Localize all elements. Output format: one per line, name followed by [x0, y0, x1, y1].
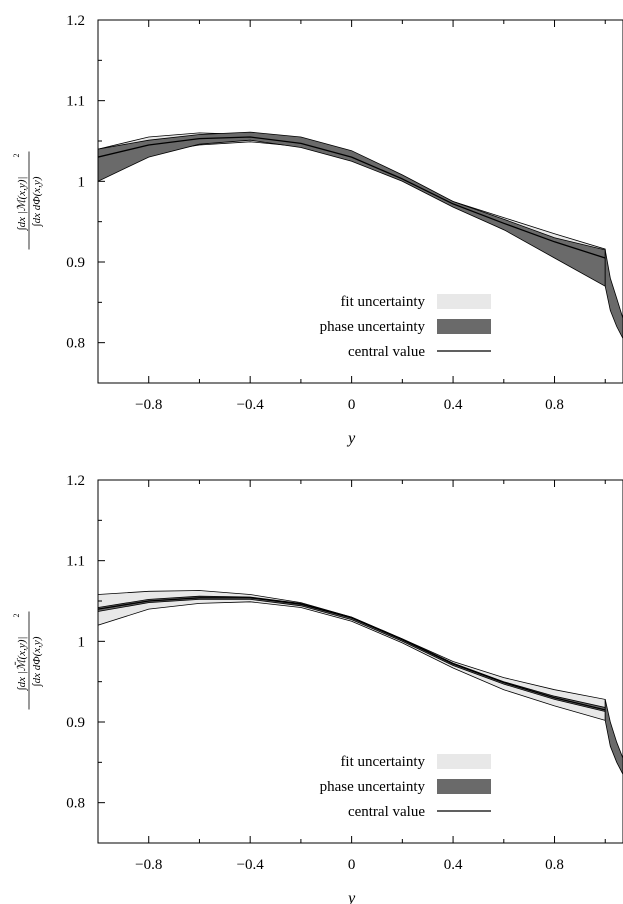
x-axis-label: y: [346, 430, 356, 447]
x-tick-label: −0.4: [237, 397, 265, 413]
fit-uncertainty-band: [98, 590, 606, 721]
x-tick-label: 0.4: [444, 397, 463, 413]
legend-label: phase uncertainty: [320, 779, 426, 795]
legend-swatch: [437, 779, 491, 794]
y-axis-label: ∫dx |ℳ(x,y)| 2 ∫dx dΦ(x,y): [12, 151, 43, 250]
legend-label: phase uncertainty: [320, 319, 426, 335]
top-panel: −0.8 −0.4 0 0.4 0.8 0.8 0.9 1 1.1 1.2 y ∫dx |ℳ(x,y)…: [12, 13, 623, 447]
legend-swatch: [437, 319, 491, 334]
legend-label: fit uncertainty: [340, 294, 425, 310]
central-value-line: [98, 136, 606, 259]
y-axis-label: ∫dx |ℳ̄(x,y)| 2 ∫dx dΦ(x,y): [12, 611, 43, 710]
y-label-denominator: ∫dx dΦ(x,y): [31, 636, 43, 687]
x-tick-label: 0: [348, 857, 356, 873]
edge-drop-band: [604, 249, 623, 339]
y-tick-label: 1.2: [66, 473, 85, 489]
x-tick-label: 0.8: [545, 397, 564, 413]
x-tick-label: 0: [348, 397, 356, 413]
plot-frame: [97, 19, 623, 384]
legend-label: fit uncertainty: [340, 754, 425, 770]
legend-swatch: [437, 754, 491, 769]
y-tick-label: 0.8: [66, 796, 85, 812]
x-tick-label: −0.8: [135, 397, 162, 413]
central-value-line: [98, 597, 606, 711]
y-label-denominator: ∫dx dΦ(x,y): [31, 176, 43, 227]
y-tick-label: 1.1: [66, 554, 85, 570]
y-tick-label: 1.2: [66, 13, 85, 29]
plot-frame: [97, 479, 623, 844]
x-tick-label: −0.8: [135, 857, 162, 873]
x-tick-label: −0.4: [237, 857, 265, 873]
edge-drop-band: [604, 699, 623, 775]
bottom-panel: −0.8 −0.4 0 0.4 0.8 0.8 0.9 1 1.1 1.2 y ∫dx |ℳ̄(x,y…: [12, 473, 623, 904]
plot-area: [98, 131, 623, 339]
plot-area: [98, 590, 623, 775]
x-axis-label: y: [346, 890, 356, 904]
x-tick-label: 0.8: [545, 857, 564, 873]
y-label-exponent: 2: [12, 154, 21, 158]
x-tick-label: 0.4: [444, 857, 463, 873]
legend-label: central value: [348, 344, 425, 360]
y-tick-label: 0.9: [66, 715, 85, 731]
y-tick-label: 1: [78, 174, 86, 190]
y-tick-label: 1: [78, 634, 86, 650]
y-label-numerator: ∫dx |ℳ(x,y)|: [16, 177, 28, 232]
legend-swatch: [437, 294, 491, 309]
phase-uncertainty-band: [98, 131, 606, 287]
y-label-numerator: ∫dx |ℳ̄(x,y)|: [14, 637, 28, 692]
y-tick-label: 0.8: [66, 336, 85, 352]
y-tick-label: 1.1: [66, 94, 85, 110]
y-tick-label: 0.9: [66, 255, 85, 271]
y-label-exponent: 2: [12, 614, 21, 618]
legend-label: central value: [348, 804, 425, 820]
